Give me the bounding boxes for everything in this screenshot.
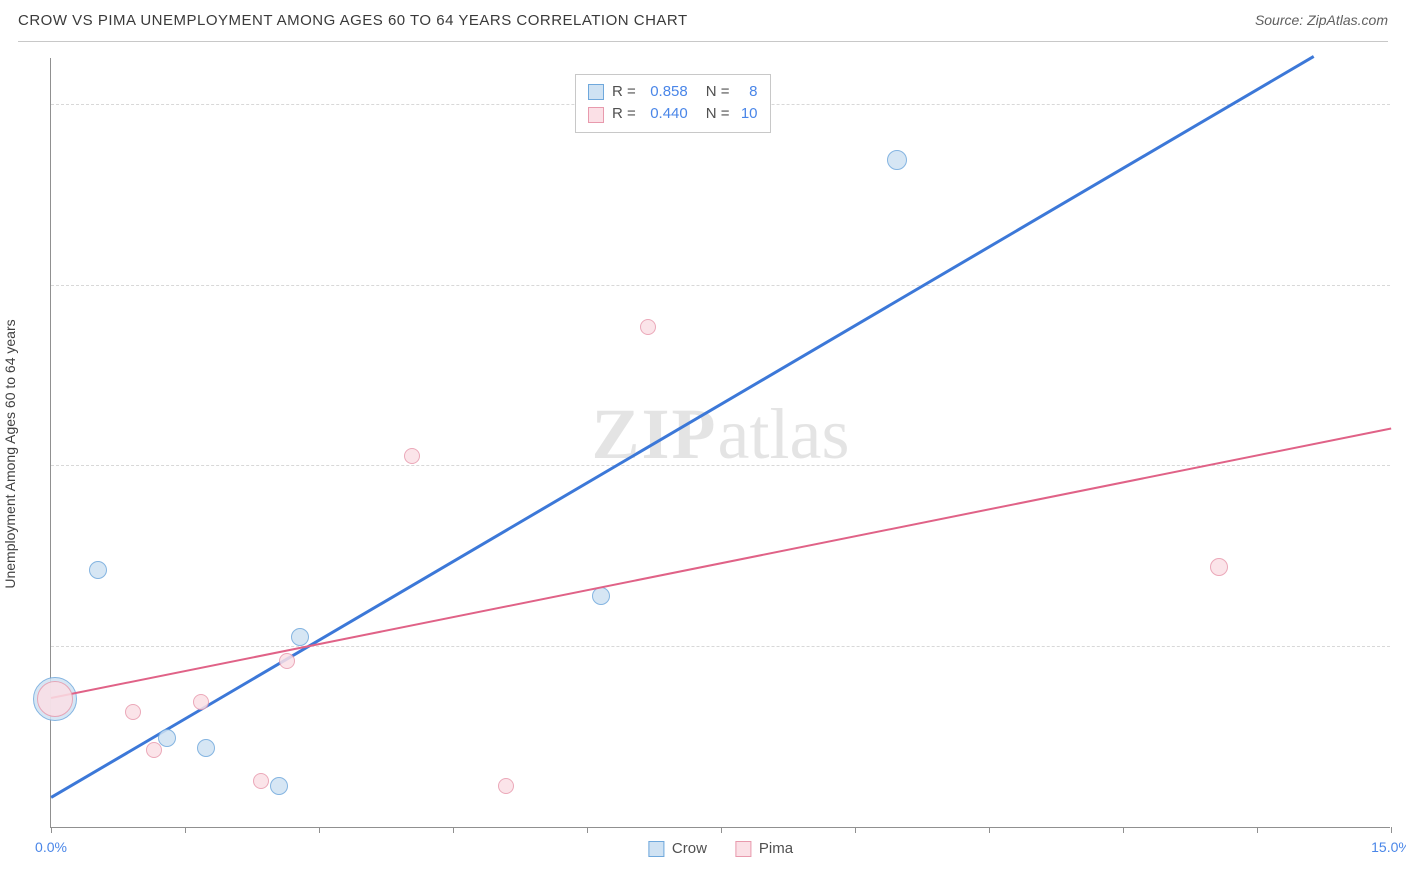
series-legend-item: Pima	[735, 840, 793, 857]
x-tick-label: 15.0%	[1371, 839, 1406, 855]
series-legend-label: Crow	[672, 840, 707, 857]
trend-line	[50, 55, 1314, 798]
data-point	[37, 681, 73, 717]
data-point	[193, 694, 209, 710]
x-tick-label: 0.0%	[35, 839, 67, 855]
legend-r-label: R =	[612, 81, 636, 104]
watermark-zip: ZIP	[592, 394, 718, 474]
data-point	[640, 319, 656, 335]
x-tick	[721, 827, 722, 833]
legend-n-label: N =	[706, 81, 730, 104]
legend-r-value: 0.440	[644, 103, 688, 126]
legend-row: R = 0.440 N = 10	[588, 103, 758, 126]
chart-header: CROW VS PIMA UNEMPLOYMENT AMONG AGES 60 …	[18, 12, 1388, 42]
x-tick	[319, 827, 320, 833]
legend-swatch	[648, 841, 664, 857]
series-legend: Crow Pima	[648, 840, 793, 857]
data-point	[125, 704, 141, 720]
data-point	[158, 729, 176, 747]
legend-r-value: 0.858	[644, 81, 688, 104]
legend-n-label: N =	[706, 103, 730, 126]
data-point	[197, 739, 215, 757]
x-tick	[1391, 827, 1392, 833]
correlation-legend: R = 0.858 N = 8 R = 0.440 N = 10	[575, 74, 771, 133]
data-point	[887, 150, 907, 170]
chart-source: Source: ZipAtlas.com	[1255, 12, 1388, 28]
legend-n-value: 10	[738, 103, 758, 126]
gridline	[51, 646, 1390, 647]
x-tick	[989, 827, 990, 833]
legend-swatch	[735, 841, 751, 857]
data-point	[1210, 558, 1228, 576]
data-point	[404, 448, 420, 464]
x-tick	[1257, 827, 1258, 833]
x-tick	[453, 827, 454, 833]
x-tick	[51, 827, 52, 833]
x-tick	[855, 827, 856, 833]
y-axis-label: Unemployment Among Ages 60 to 64 years	[2, 319, 18, 588]
trend-line	[51, 428, 1391, 699]
legend-row: R = 0.858 N = 8	[588, 81, 758, 104]
series-legend-item: Crow	[648, 840, 707, 857]
gridline	[51, 285, 1390, 286]
data-point	[270, 777, 288, 795]
series-legend-label: Pima	[759, 840, 793, 857]
data-point	[253, 773, 269, 789]
legend-n-value: 8	[738, 81, 758, 104]
chart-title: CROW VS PIMA UNEMPLOYMENT AMONG AGES 60 …	[18, 12, 688, 29]
data-point	[279, 653, 295, 669]
x-tick	[185, 827, 186, 833]
gridline	[51, 465, 1390, 466]
legend-r-label: R =	[612, 103, 636, 126]
data-point	[89, 561, 107, 579]
legend-swatch	[588, 107, 604, 123]
legend-swatch	[588, 84, 604, 100]
data-point	[291, 628, 309, 646]
data-point	[498, 778, 514, 794]
data-point	[146, 742, 162, 758]
x-tick	[1123, 827, 1124, 833]
x-tick	[587, 827, 588, 833]
watermark-atlas: atlas	[718, 394, 850, 474]
scatter-plot: ZIPatlas 7.5%15.0%22.5%30.0%0.0%15.0%R =…	[50, 58, 1390, 828]
